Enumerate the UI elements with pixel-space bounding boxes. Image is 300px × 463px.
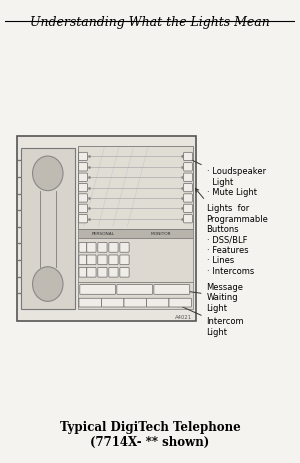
FancyBboxPatch shape <box>184 184 192 192</box>
FancyBboxPatch shape <box>184 205 192 213</box>
FancyBboxPatch shape <box>101 299 124 307</box>
FancyBboxPatch shape <box>98 243 107 253</box>
FancyBboxPatch shape <box>184 174 192 182</box>
Text: (7714X- ** shown): (7714X- ** shown) <box>90 435 210 448</box>
Ellipse shape <box>33 156 63 191</box>
FancyBboxPatch shape <box>79 299 101 307</box>
FancyBboxPatch shape <box>109 256 118 265</box>
FancyBboxPatch shape <box>79 163 87 172</box>
Text: Lights  for
Programmable
Buttons
· DSS/BLF
· Features
· Lines
· Intercoms: Lights for Programmable Buttons · DSS/BL… <box>195 189 268 275</box>
FancyBboxPatch shape <box>78 238 193 282</box>
FancyBboxPatch shape <box>79 256 87 265</box>
FancyBboxPatch shape <box>87 243 96 253</box>
Text: PERSONAL: PERSONAL <box>92 232 115 236</box>
FancyBboxPatch shape <box>79 184 87 192</box>
FancyBboxPatch shape <box>79 268 87 277</box>
FancyBboxPatch shape <box>120 243 129 253</box>
FancyBboxPatch shape <box>98 268 107 277</box>
FancyBboxPatch shape <box>184 194 192 203</box>
FancyBboxPatch shape <box>184 163 192 172</box>
FancyBboxPatch shape <box>79 205 87 213</box>
FancyBboxPatch shape <box>79 174 87 182</box>
FancyBboxPatch shape <box>120 256 129 265</box>
FancyBboxPatch shape <box>154 285 190 294</box>
FancyBboxPatch shape <box>78 146 193 229</box>
Text: Message
Waiting
Light: Message Waiting Light <box>176 282 244 312</box>
FancyBboxPatch shape <box>80 285 116 294</box>
FancyBboxPatch shape <box>21 149 75 310</box>
FancyBboxPatch shape <box>16 137 196 321</box>
Text: Intercom
Light: Intercom Light <box>176 304 244 336</box>
FancyBboxPatch shape <box>184 215 192 223</box>
FancyBboxPatch shape <box>117 285 153 294</box>
FancyBboxPatch shape <box>79 243 87 253</box>
FancyBboxPatch shape <box>78 282 193 310</box>
Text: Understanding What the Lights Mean: Understanding What the Lights Mean <box>30 16 270 29</box>
Text: MONITOR: MONITOR <box>151 232 171 236</box>
FancyBboxPatch shape <box>109 268 118 277</box>
FancyBboxPatch shape <box>146 299 169 307</box>
FancyBboxPatch shape <box>79 215 87 223</box>
Text: · Loudspeaker
  Light
· Mute Light: · Loudspeaker Light · Mute Light <box>183 156 266 197</box>
Text: A4021: A4021 <box>175 314 192 319</box>
FancyBboxPatch shape <box>79 153 87 161</box>
FancyBboxPatch shape <box>78 229 193 238</box>
FancyBboxPatch shape <box>169 299 191 307</box>
FancyBboxPatch shape <box>124 299 146 307</box>
FancyBboxPatch shape <box>87 268 96 277</box>
Text: Typical DigiTech Telephone: Typical DigiTech Telephone <box>60 420 240 433</box>
FancyBboxPatch shape <box>79 194 87 203</box>
FancyBboxPatch shape <box>87 256 96 265</box>
FancyBboxPatch shape <box>184 153 192 161</box>
Ellipse shape <box>33 267 63 302</box>
FancyBboxPatch shape <box>98 256 107 265</box>
FancyBboxPatch shape <box>109 243 118 253</box>
FancyBboxPatch shape <box>120 268 129 277</box>
